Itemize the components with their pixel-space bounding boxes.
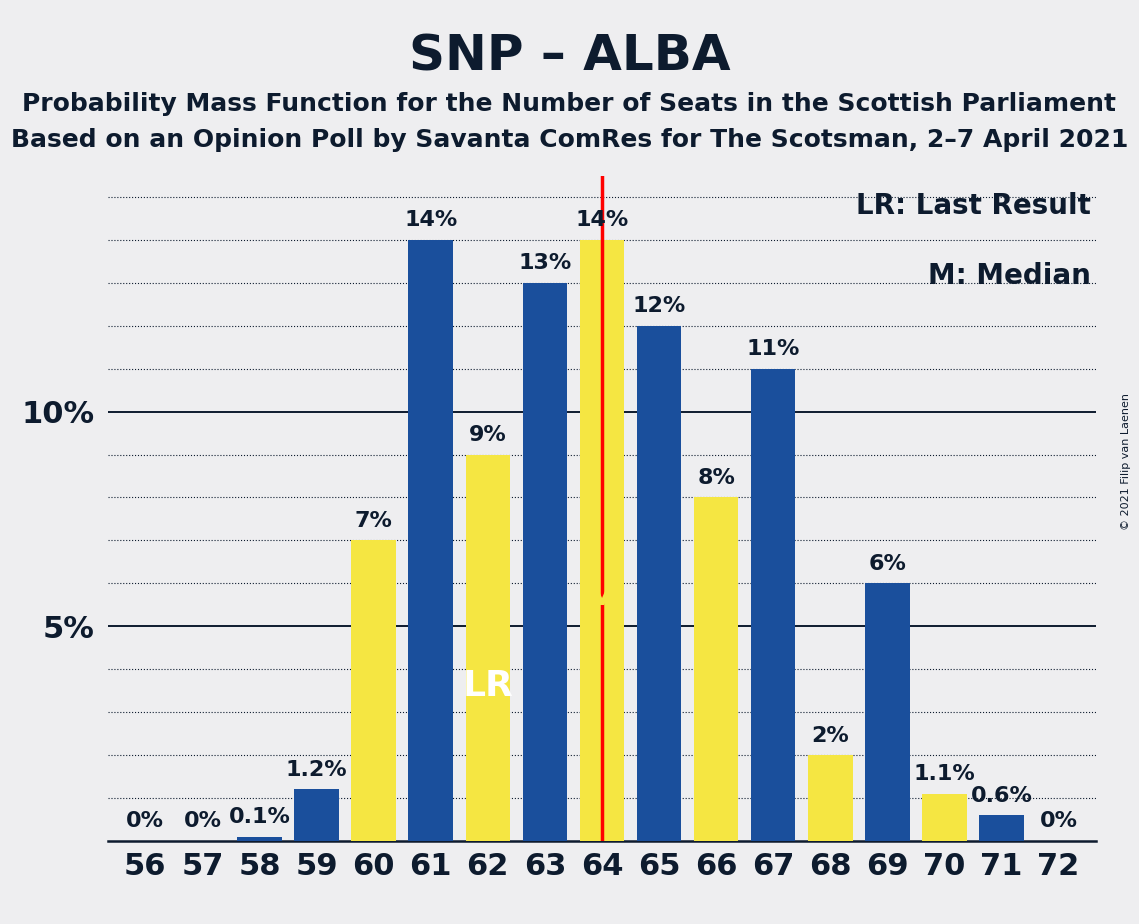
Text: 0.6%: 0.6% [970,785,1032,806]
Text: 14%: 14% [404,211,458,230]
Text: 0.1%: 0.1% [229,807,290,827]
Bar [409,240,453,841]
Text: 2%: 2% [811,725,850,746]
Text: 11%: 11% [746,339,800,359]
Text: 6%: 6% [868,553,907,574]
Text: Probability Mass Function for the Number of Seats in the Scottish Parliament: Probability Mass Function for the Number… [23,92,1116,116]
Text: © 2021 Filip van Laenen: © 2021 Filip van Laenen [1121,394,1131,530]
Bar [523,283,567,841]
Bar [808,755,853,841]
Text: 0%: 0% [183,811,221,832]
Text: 14%: 14% [575,211,629,230]
Bar [923,794,967,841]
Text: 0%: 0% [1040,811,1077,832]
Text: LR: Last Result: LR: Last Result [855,192,1091,220]
Text: M: Median: M: Median [928,262,1091,290]
Text: M: M [584,583,620,617]
Bar [751,369,795,841]
Text: 1.1%: 1.1% [913,764,975,784]
Bar [980,815,1024,841]
Bar [351,541,396,841]
Bar [637,326,681,841]
Text: Based on an Opinion Poll by Savanta ComRes for The Scotsman, 2–7 April 2021: Based on an Opinion Poll by Savanta ComR… [10,128,1129,152]
Text: 12%: 12% [632,297,686,316]
Bar [866,583,910,841]
Bar [466,455,510,841]
Text: 8%: 8% [697,468,735,488]
Bar [694,497,738,841]
Bar [294,789,338,841]
Text: 13%: 13% [518,253,572,274]
Bar [237,836,281,841]
Text: LR: LR [462,669,514,703]
Text: 0%: 0% [126,811,164,832]
Text: 7%: 7% [354,511,393,531]
Text: 9%: 9% [469,425,507,445]
Bar [580,240,624,841]
Text: SNP – ALBA: SNP – ALBA [409,32,730,80]
Text: 1.2%: 1.2% [286,760,347,780]
